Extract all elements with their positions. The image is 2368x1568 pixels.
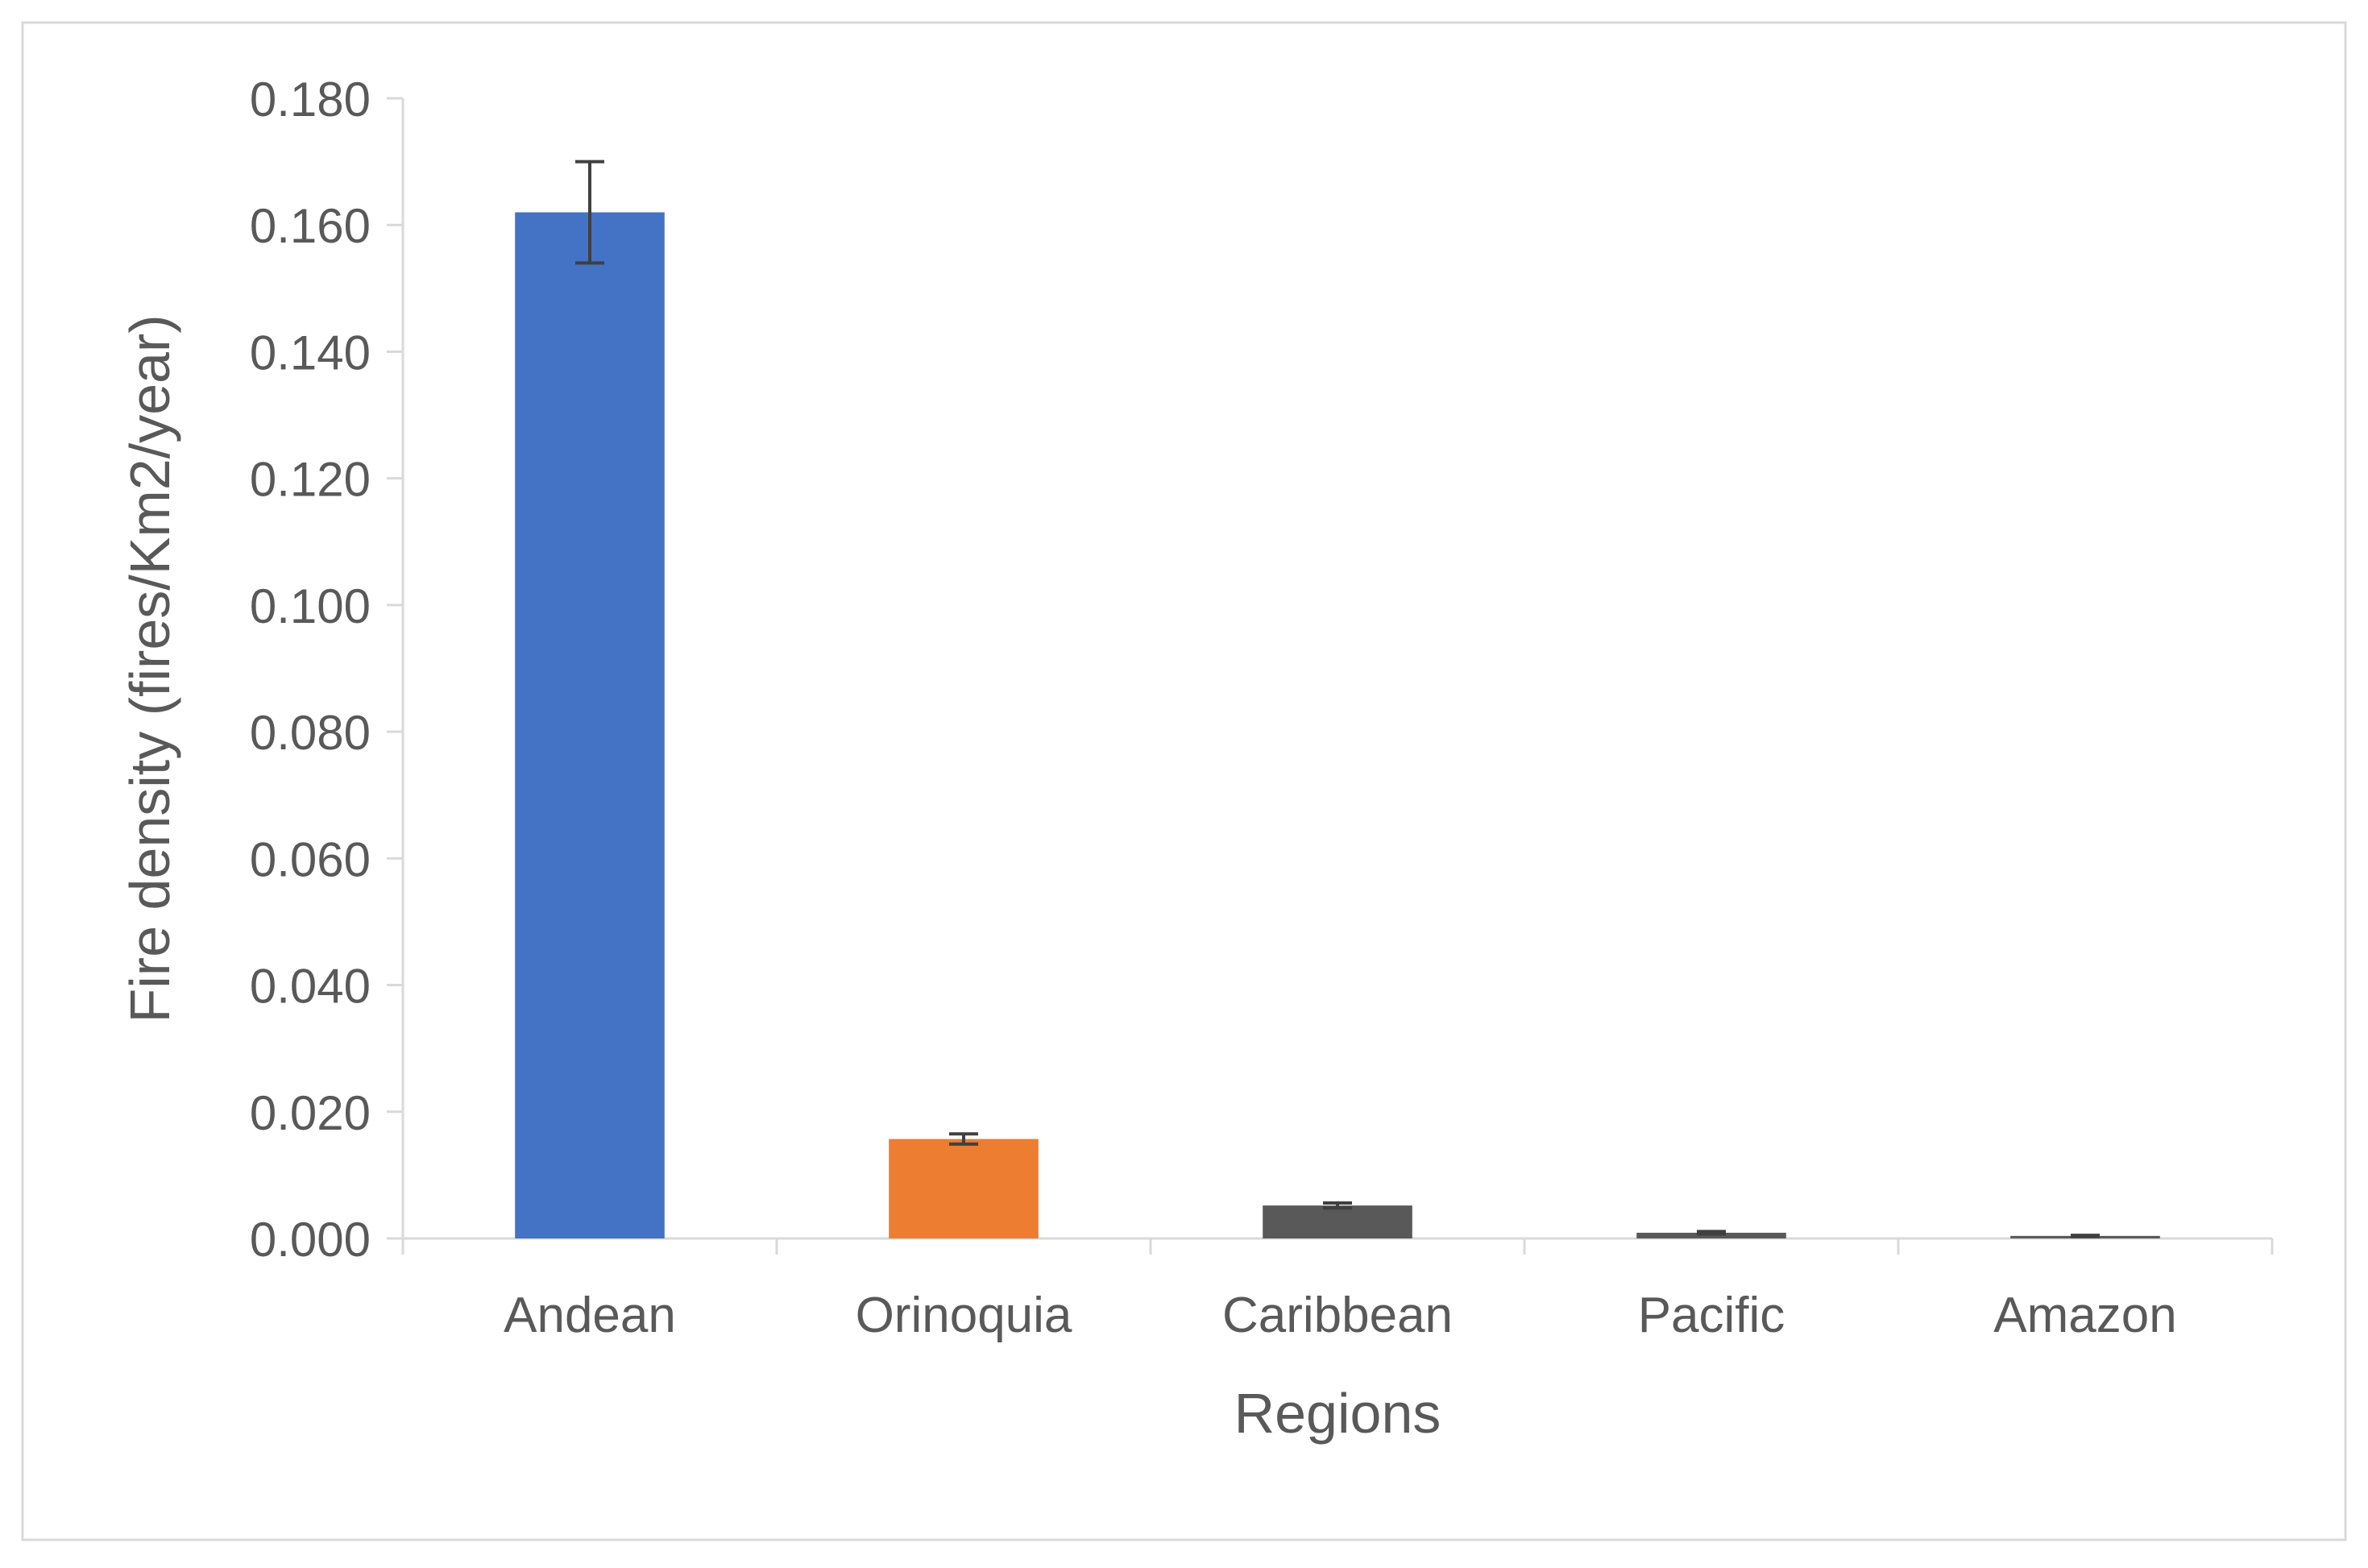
bar-caribbean [1263,1205,1412,1238]
chart-border [21,21,2347,1541]
bar-orinoquia [889,1139,1039,1238]
y-tick-label: 0.100 [250,579,371,633]
x-tick-label: Pacific [1638,1288,1785,1343]
x-tick-label: Caribbean [1222,1288,1453,1343]
y-tick-label: 0.040 [250,960,371,1014]
error-bars-group [575,160,2100,1238]
y-tick-label: 0.020 [250,1086,371,1140]
y-tick-label: 0.080 [250,706,371,760]
y-axis: 0.000 0.020 0.040 0.060 0.080 0.100 0.120 0.140… [250,73,404,1267]
bar-andean [515,212,665,1238]
y-tick-label: 0.060 [250,832,371,886]
y-tick-label: 0.120 [250,453,371,507]
x-tick-label: Andean [504,1288,676,1343]
y-tick-label: 0.180 [250,73,371,127]
x-axis-title: Regions [1234,1382,1441,1445]
y-tick-label: 0.000 [250,1213,371,1267]
x-tick-label: Orinoquia [856,1288,1072,1343]
y-tick-label: 0.160 [250,199,371,253]
y-axis-title: Fire density (fires/Km2/year) [118,314,181,1023]
x-tick-label: Amazon [1993,1288,2176,1343]
y-tick-label: 0.140 [250,326,371,380]
bars-group [515,212,2160,1238]
